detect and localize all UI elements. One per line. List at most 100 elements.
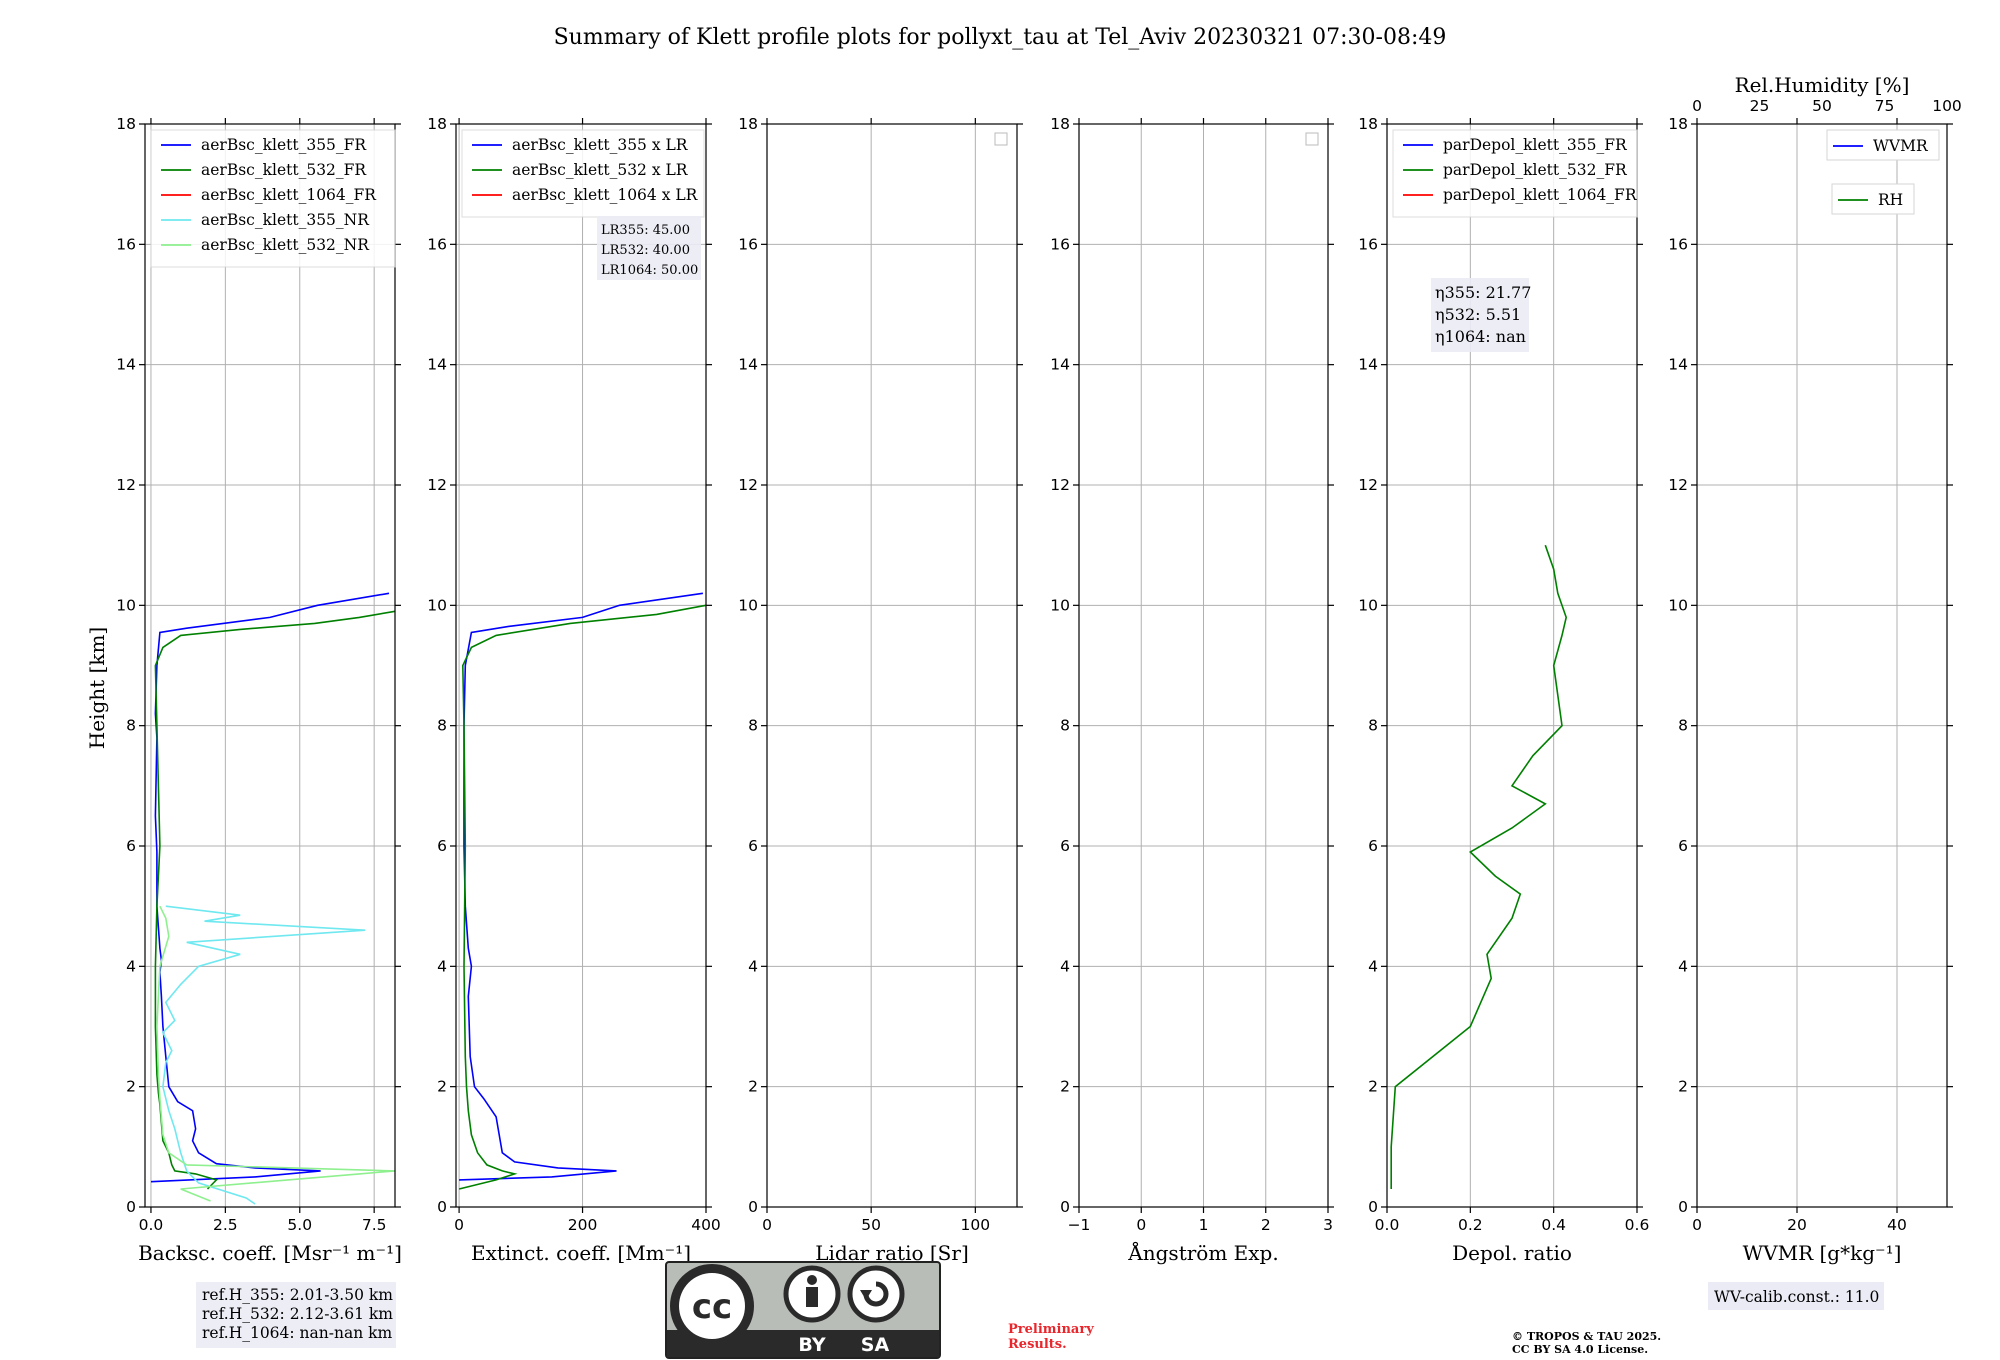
- legend-label: aerBsc_klett_532_NR: [201, 236, 370, 254]
- empty-legend-box: [994, 132, 1008, 146]
- cc-text: cc: [692, 1287, 732, 1327]
- x-tick-label: 0.0: [139, 1216, 164, 1234]
- legend-label: parDepol_klett_532_FR: [1443, 161, 1628, 179]
- y-tick-label: 4: [1060, 957, 1070, 975]
- legend-label: parDepol_klett_355_FR: [1443, 136, 1628, 154]
- x-tick-label: 0.6: [1625, 1216, 1650, 1234]
- x-tick-label: 0.4: [1541, 1216, 1566, 1234]
- y-tick-label: 6: [437, 837, 447, 855]
- x-tick-label: 40: [1887, 1216, 1907, 1234]
- legend-label: aerBsc_klett_355 x LR: [512, 136, 689, 154]
- y-tick-label: 18: [1050, 115, 1070, 133]
- y-tick-label: 0: [748, 1198, 758, 1216]
- legend-label: parDepol_klett_1064_FR: [1443, 186, 1638, 204]
- ref-height-1064: ref.H_1064: nan-nan km: [202, 1324, 393, 1342]
- ref-height-355: ref.H_355: 2.01-3.50 km: [202, 1286, 393, 1304]
- y-tick-label: 14: [1668, 356, 1688, 374]
- x-tick-label: 7.5: [362, 1216, 387, 1234]
- y-tick-label: 2: [437, 1078, 447, 1096]
- y-tick-label: 4: [126, 957, 136, 975]
- y-tick-label: 14: [427, 356, 447, 374]
- y-tick-label: 12: [1668, 476, 1688, 494]
- y-tick-label: 10: [1358, 596, 1378, 614]
- lr-annotation: LR355: 45.00: [601, 223, 690, 238]
- y-tick-label: 16: [738, 235, 758, 253]
- y-tick-label: 14: [116, 356, 136, 374]
- y-tick-label: 0: [1368, 1198, 1378, 1216]
- y-tick-label: 14: [1358, 356, 1378, 374]
- y-tick-label: 10: [738, 596, 758, 614]
- y-tick-label: 10: [116, 596, 136, 614]
- x-tick-label: 200: [568, 1216, 598, 1234]
- x-axis-label: WVMR [g*kg⁻¹]: [1743, 1241, 1902, 1265]
- y-tick-label: 16: [1668, 235, 1688, 253]
- legend-box: [1826, 129, 1940, 161]
- x-tick-label: −1: [1068, 1216, 1091, 1234]
- y-tick-label: 2: [1368, 1078, 1378, 1096]
- y-tick-label: 12: [738, 476, 758, 494]
- x-tick-label: 20: [1787, 1216, 1807, 1234]
- y-tick-label: 18: [738, 115, 758, 133]
- legend-box: [150, 129, 396, 268]
- series-line-0: [459, 592, 704, 1181]
- lr-annotation: LR532: 40.00: [601, 243, 690, 258]
- y-tick-label: 6: [126, 837, 136, 855]
- x-axis-label: Backsc. coeff. [Msr⁻¹ m⁻¹]: [138, 1241, 402, 1265]
- series-line-1: [458, 604, 707, 1190]
- sa-label: SA: [861, 1334, 890, 1356]
- y-tick-label: 0: [126, 1198, 136, 1216]
- x-tick-label: 2: [1261, 1216, 1271, 1234]
- lr-annotation: LR1064: 50.00: [601, 263, 698, 278]
- x-tick-label: 0: [454, 1216, 464, 1234]
- y-tick-label: 10: [427, 596, 447, 614]
- x2-axis-label: Rel.Humidity [%]: [1735, 73, 1910, 97]
- y-tick-label: 4: [437, 957, 447, 975]
- legend-label: aerBsc_klett_1064 x LR: [512, 186, 699, 204]
- legend-box: [1392, 129, 1638, 218]
- y-tick-label: 0: [1060, 1198, 1070, 1216]
- x2-tick-label: 0: [1692, 97, 1702, 115]
- x-tick-label: 100: [961, 1216, 991, 1234]
- y-tick-label: 8: [437, 717, 447, 735]
- x2-tick-label: 100: [1932, 97, 1962, 115]
- x2-tick-label: 50: [1812, 97, 1832, 115]
- series-line-1: [154, 610, 396, 1190]
- axes-frame: [1386, 123, 1638, 1208]
- axes-frame: [1696, 123, 1948, 1208]
- y-tick-label: 4: [1368, 957, 1378, 975]
- y-tick-label: 4: [1678, 957, 1688, 975]
- copyright-line-2: CC BY SA 4.0 License.: [1512, 1343, 1648, 1356]
- y-tick-label: 14: [1050, 356, 1070, 374]
- lr-annotation-box: [597, 216, 701, 280]
- y-tick-label: 8: [126, 717, 136, 735]
- y-tick-label: 0: [437, 1198, 447, 1216]
- y-tick-label: 2: [1060, 1078, 1070, 1096]
- y-tick-label: 6: [1060, 837, 1070, 855]
- x-tick-label: 50: [861, 1216, 881, 1234]
- legend-label: aerBsc_klett_1064_FR: [201, 186, 377, 204]
- ref-height-532: ref.H_532: 2.12-3.61 km: [202, 1305, 393, 1323]
- legend-box: [461, 129, 705, 218]
- y-tick-label: 10: [1668, 596, 1688, 614]
- y-tick-label: 12: [427, 476, 447, 494]
- x-tick-label: 2.5: [213, 1216, 238, 1234]
- y-tick-label: 6: [1678, 837, 1688, 855]
- share-alike-icon: [847, 1265, 905, 1323]
- x-tick-label: 0: [762, 1216, 772, 1234]
- y-axis-label: Height [km]: [85, 627, 109, 749]
- y-tick-label: 18: [116, 115, 136, 133]
- eta-annotation: η355: 21.77: [1435, 283, 1531, 302]
- legend-label: aerBsc_klett_532 x LR: [512, 161, 689, 179]
- y-tick-label: 2: [1678, 1078, 1688, 1096]
- eta-annotation-box: [1431, 278, 1529, 352]
- legend-label: aerBsc_klett_355_NR: [201, 211, 370, 229]
- y-tick-label: 16: [427, 235, 447, 253]
- series-line-2: [161, 905, 366, 1205]
- axes-frame: [1078, 123, 1329, 1208]
- x-tick-label: 400: [691, 1216, 721, 1234]
- x2-tick-label: 75: [1875, 97, 1895, 115]
